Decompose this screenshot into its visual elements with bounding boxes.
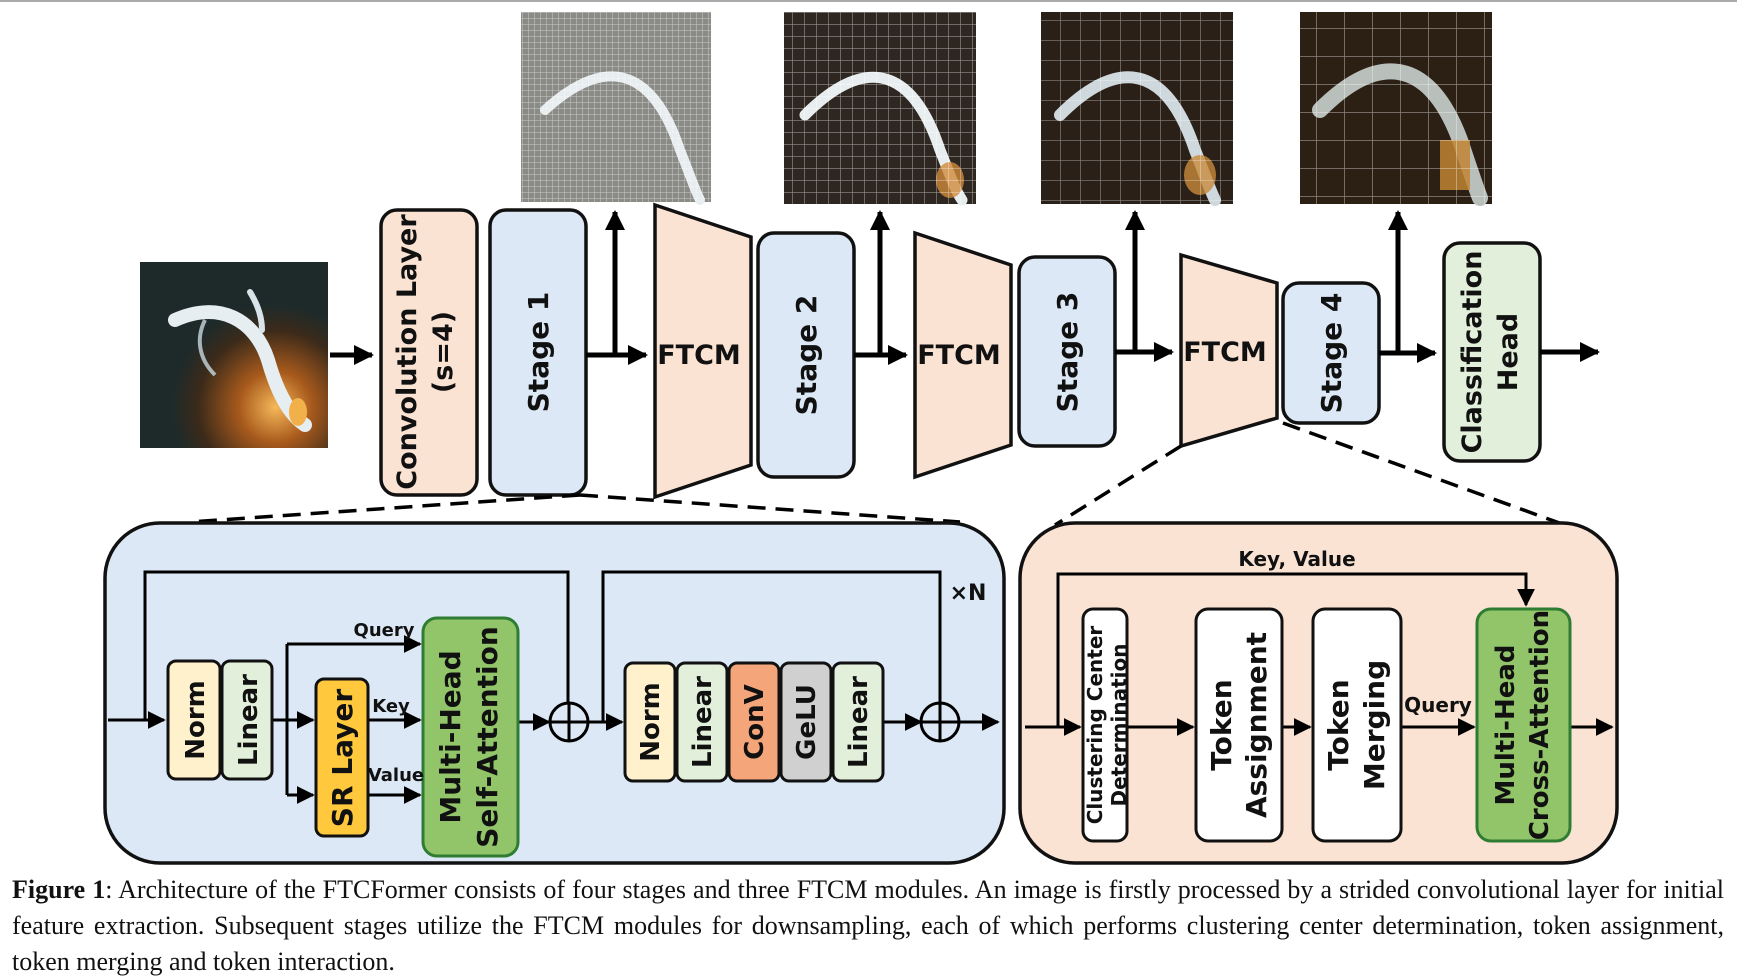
convolution-layer-block: Convolution Layer (s=4) [379,208,479,497]
norm-1-label: Norm [181,680,211,760]
feature-map-1 [521,12,711,205]
linear-2-box: Linear [675,661,729,783]
conv-box: ConV [727,661,781,783]
zoom-lines [189,421,1566,527]
ftcm-2-label: FTCM [917,340,1001,371]
caption-label: Figure 1 [12,875,106,904]
sr-layer-box: SR Layer [314,677,370,838]
conv-layer-label-1: Convolution Layer [392,214,423,490]
norm-2-label: Norm [636,682,666,762]
feature-map-3 [1041,12,1233,206]
caption-text: : Architecture of the FTCFormer consists… [12,875,1724,976]
token-assignment-label-2: Assignment [1240,632,1273,818]
linear-3-box: Linear [831,661,885,783]
key-value-label: Key, Value [1238,547,1355,571]
gelu-label: GeLU [792,684,822,760]
ftcm-3-label: FTCM [1183,337,1267,368]
clustering-label-1: Clustering Center [1083,626,1107,825]
value-label: Value [368,765,424,786]
ftcm-2-block: FTCM [913,230,1013,480]
ftcm-query-label: Query [1404,693,1472,717]
mhca-label-2: Cross-Attention [1525,610,1555,840]
stage-1-label: Stage 1 [522,292,555,413]
norm-1-box: Norm [166,659,222,781]
mhsa-label-1: Multi-Head [434,650,467,823]
norm-2-box: Norm [623,661,677,783]
stage-2-block: Stage 2 [756,231,856,479]
clustering-label-2: Determination [1107,644,1131,807]
stage-detail-wires [108,570,1000,804]
conv-label: ConV [740,684,770,760]
head-label-1: Classification [1457,251,1488,454]
ftcm-1-label: FTCM [657,340,741,371]
token-merging-label-2: Merging [1358,660,1391,790]
feature-map-2 [784,12,976,206]
linear-1-box: Linear [220,659,274,781]
ftcm-detail-wires [1025,572,1614,736]
linear-2-label: Linear [688,676,718,768]
feature-map-4 [1300,12,1492,206]
stage-4-label: Stage 4 [1315,293,1348,414]
input-image [140,262,328,448]
head-label-2: Head [1493,313,1524,391]
stage-3-label: Stage 3 [1051,292,1084,413]
mhsa-box: Multi-Head Self-Attention [421,616,520,858]
linear-1-label: Linear [234,674,264,766]
main-flow-arrows [330,210,1600,365]
token-assignment-label-1: Token [1205,679,1238,770]
figure-caption: Figure 1: Architecture of the FTCFormer … [12,872,1724,980]
ftcm-1-block: FTCM [653,202,753,500]
token-merging-box: Token Merging [1311,607,1403,843]
ftcm-3-block: FTCM [1179,252,1279,449]
conv-layer-label-2: (s=4) [428,311,459,393]
stage-4-block: Stage 4 [1281,281,1381,425]
mhsa-label-2: Self-Attention [471,626,504,848]
stage-1-block: Stage 1 [488,208,588,497]
token-assignment-box: Token Assignment [1194,607,1284,843]
sum-icon-1 [548,701,590,743]
clustering-center-box: Clustering Center Determination [1081,607,1131,843]
classification-head-block: Classification Head [1442,241,1542,463]
sum-icon-2 [919,701,961,743]
query-label: Query [354,620,415,641]
sr-layer-label: SR Layer [326,689,359,828]
repeat-label: ×N [950,581,987,606]
linear-3-label: Linear [844,676,874,768]
stage-3-block: Stage 3 [1017,255,1117,448]
gelu-box: GeLU [779,661,833,783]
mhca-label-1: Multi-Head [1491,645,1521,806]
stage-2-label: Stage 2 [790,295,823,416]
token-merging-label-1: Token [1322,679,1355,770]
key-label: Key [372,696,410,717]
mhca-box: Multi-Head Cross-Attention [1475,607,1572,843]
